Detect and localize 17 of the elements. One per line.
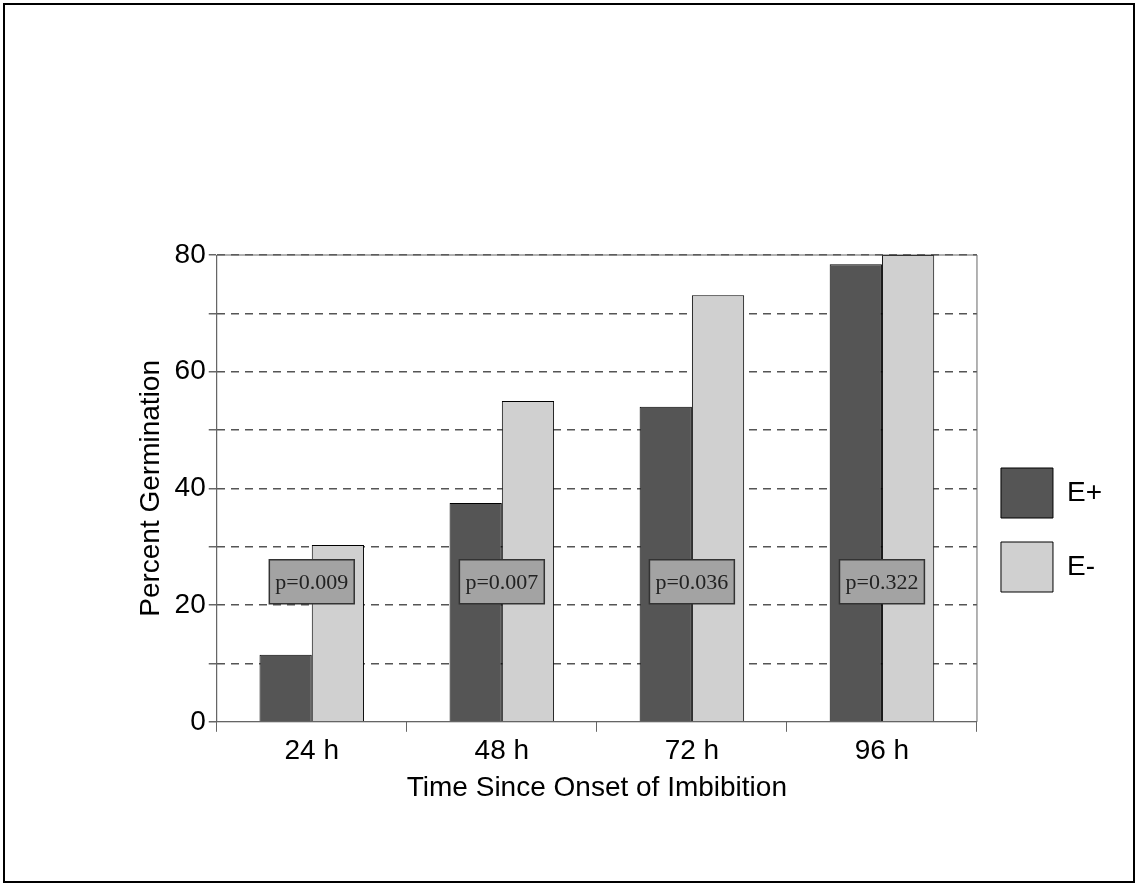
x-tick-label: 24 h xyxy=(284,734,340,766)
annotation: p=0.007 xyxy=(465,568,539,594)
annotation: p=0.322 xyxy=(845,568,919,594)
y-tick-label: 40 xyxy=(174,471,206,503)
x-axis-title: Time Since Onset of Imbibition xyxy=(406,770,787,802)
legend-label: E+ xyxy=(1066,475,1102,507)
annotation: p=0.009 xyxy=(275,568,349,594)
x-tick-label: 96 h xyxy=(854,734,910,766)
y-axis-title: Percent Germination xyxy=(133,360,165,617)
y-tick-label: 20 xyxy=(174,587,206,619)
legend-label: E- xyxy=(1066,549,1095,581)
annotation: p=0.036 xyxy=(655,568,729,594)
y-tick-label: 60 xyxy=(174,354,206,386)
y-tick-label: 0 xyxy=(190,704,206,736)
y-tick-label: 80 xyxy=(174,237,206,269)
x-tick-label: 72 h xyxy=(664,734,720,766)
x-tick-label: 48 h xyxy=(474,734,530,766)
